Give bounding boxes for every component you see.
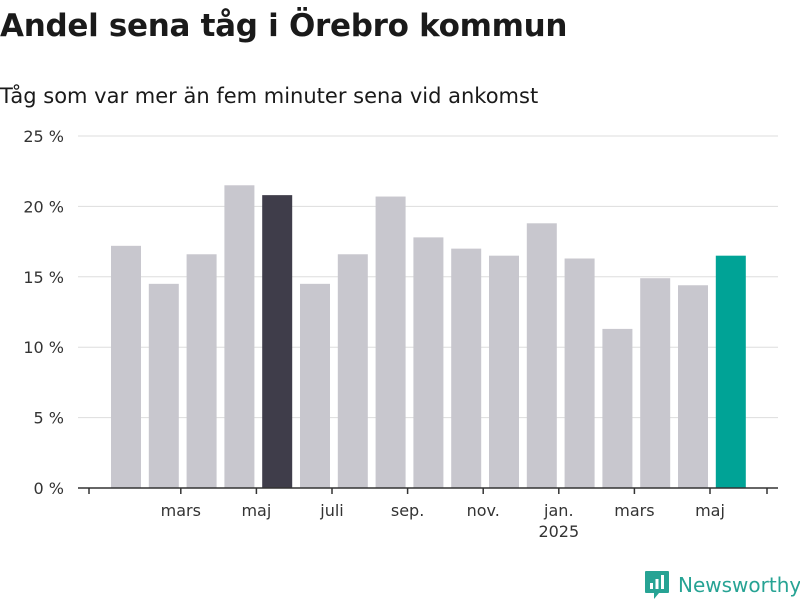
bar — [451, 248, 482, 488]
bar — [715, 255, 746, 488]
bar — [526, 223, 557, 488]
x-tick-label: maj — [241, 501, 271, 520]
y-tick-label: 20 % — [23, 197, 64, 216]
bar — [489, 255, 519, 488]
bar — [564, 258, 595, 488]
bar — [224, 185, 255, 488]
bar — [678, 285, 708, 488]
chart-title: Andel sena tåg i Örebro kommun — [0, 8, 568, 44]
y-tick-label: 10 % — [23, 338, 64, 357]
bar — [148, 283, 179, 488]
y-tick-label: 15 % — [23, 268, 64, 287]
newsworthy-logo: Newsworthy — [644, 570, 800, 600]
chart-subtitle: Tåg som var mer än fem minuter sena vid … — [0, 84, 539, 108]
x-tick-label: sep. — [391, 501, 424, 520]
bar — [111, 245, 141, 488]
x-tick-label: mars — [161, 501, 201, 520]
x-tick-label: jan. — [543, 501, 573, 520]
y-tick-label: 0 % — [34, 479, 64, 498]
newsworthy-logo-icon — [645, 571, 669, 599]
x-tick-year-label: 2025 — [538, 522, 579, 541]
x-tick-label: nov. — [467, 501, 500, 520]
bar — [300, 283, 330, 488]
x-tick-label: maj — [695, 501, 725, 520]
x-tick-label: mars — [614, 501, 654, 520]
x-tick-label: juli — [319, 501, 343, 520]
y-tick-label: 25 % — [23, 127, 64, 146]
bar — [375, 196, 406, 488]
bar — [640, 278, 671, 488]
brand-name: Newsworthy — [678, 573, 800, 597]
bar — [186, 254, 217, 488]
bar — [262, 195, 293, 489]
bar — [602, 328, 633, 488]
bar — [413, 237, 444, 488]
bar-chart: 0 % 5 % 10 % 15 % 20 % 25 % mars maj juli sep. nov… — [23, 127, 778, 541]
bar — [337, 254, 368, 488]
y-tick-label: 5 % — [34, 409, 64, 428]
